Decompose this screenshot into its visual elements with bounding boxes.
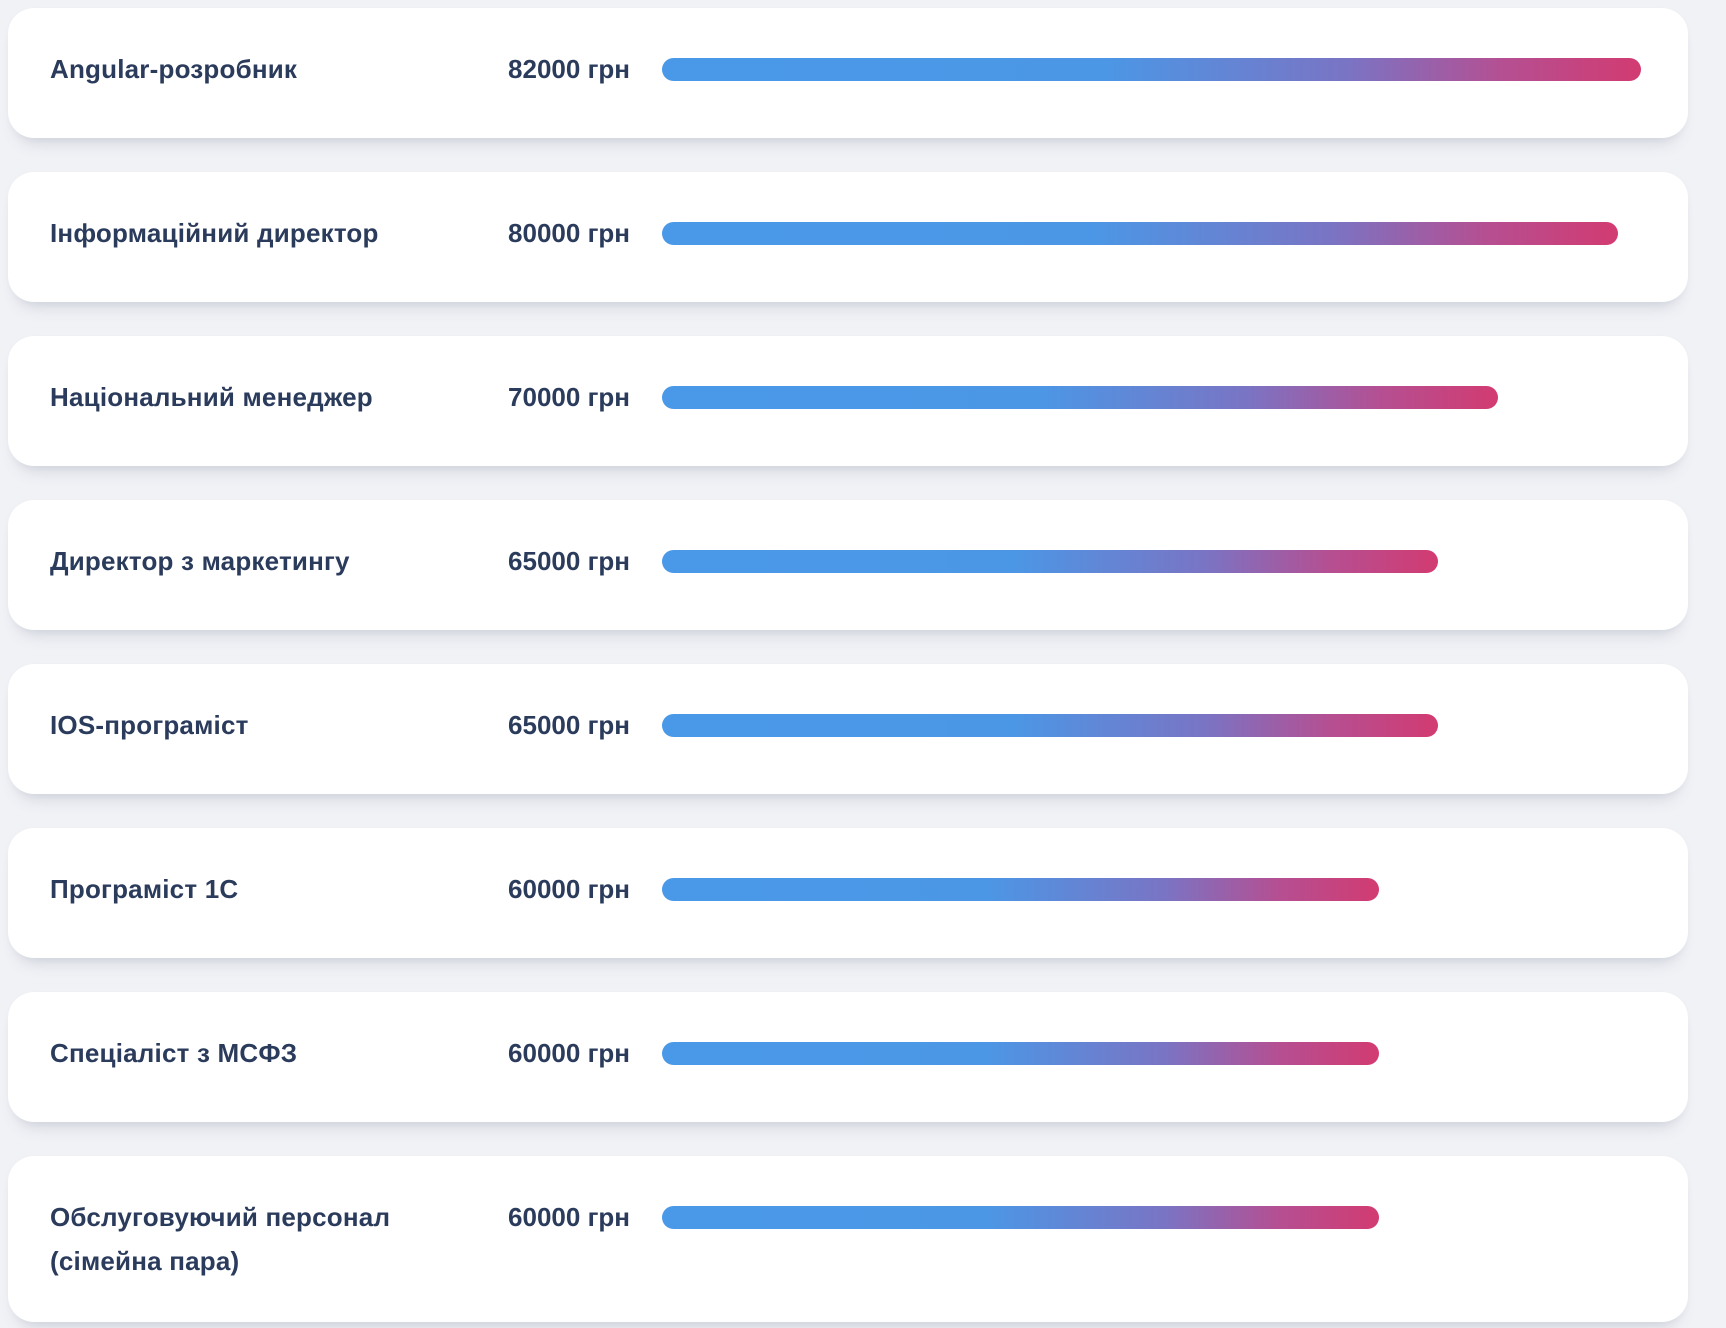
salary-row-card: Angular-розробник 82000 грн: [8, 8, 1688, 138]
salary-value-label: 65000 грн: [508, 710, 630, 740]
job-title-label: Національний менеджер: [50, 382, 373, 412]
salary-bar: [662, 385, 1499, 409]
salary-bar-track: [662, 47, 1641, 91]
job-title-label: Обслуговуючий персонал (сімейна пара): [50, 1202, 391, 1276]
job-title-label: IOS-програміст: [50, 710, 249, 740]
salary-row-card: Директор з маркетингу 65000 грн: [8, 500, 1688, 630]
salary-value-label: 65000 грн: [508, 546, 630, 576]
salary-bar-track: [662, 211, 1641, 255]
salary-value-label: 80000 грн: [508, 218, 630, 248]
salary-bar-track: [662, 703, 1641, 747]
salary-row-card: IOS-програміст 65000 грн: [8, 664, 1688, 794]
salary-value-label: 82000 грн: [508, 54, 630, 84]
salary-bar-track: [662, 867, 1641, 911]
salary-value-label: 60000 грн: [508, 1038, 630, 1068]
salary-bar: [662, 549, 1439, 573]
job-title-label: Спеціаліст з МСФЗ: [50, 1038, 298, 1068]
salary-bar-track: [662, 1195, 1641, 1239]
job-title-label: Angular-розробник: [50, 54, 298, 84]
salary-row-card: Національний менеджер 70000 грн: [8, 336, 1688, 466]
salary-bar: [662, 1041, 1379, 1065]
job-title-label: Програміст 1С: [50, 874, 239, 904]
salary-bar: [662, 1205, 1379, 1229]
salary-bar-track: [662, 375, 1641, 419]
salary-row-card: Обслуговуючий персонал (сімейна пара) 60…: [8, 1156, 1688, 1322]
salary-row-card: Програміст 1С 60000 грн: [8, 828, 1688, 958]
salary-value-label: 60000 грн: [508, 874, 630, 904]
salary-value-label: 70000 грн: [508, 382, 630, 412]
salary-row-card: Спеціаліст з МСФЗ 60000 грн: [8, 992, 1688, 1122]
job-title-label: Інформаційний директор: [50, 218, 379, 248]
salary-bar-track: [662, 1031, 1641, 1075]
salary-bar: [662, 221, 1618, 245]
salary-bar: [662, 57, 1641, 81]
salary-bar-track: [662, 539, 1641, 583]
salary-value-label: 60000 грн: [508, 1202, 630, 1232]
job-title-label: Директор з маркетингу: [50, 546, 350, 576]
salary-bar: [662, 713, 1439, 737]
salary-row-card: Інформаційний директор 80000 грн: [8, 172, 1688, 302]
salary-bar: [662, 877, 1379, 901]
